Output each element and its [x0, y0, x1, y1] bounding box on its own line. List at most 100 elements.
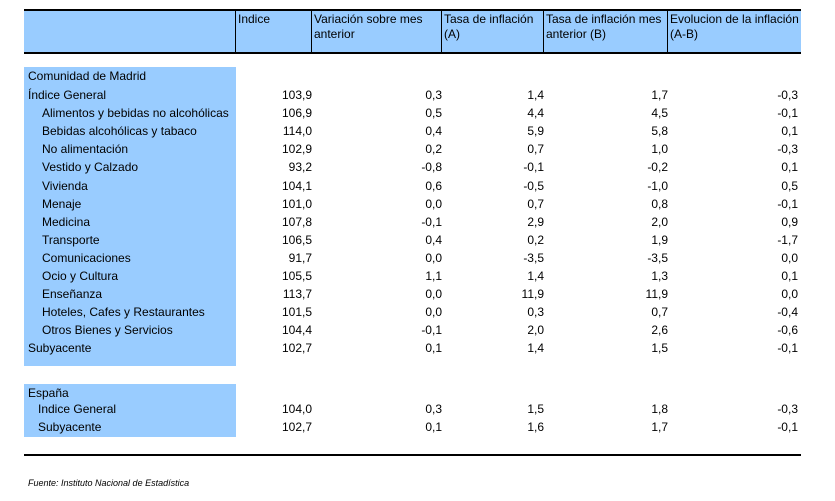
table-row: Medicina 107,8 -0,1 2,9 2,0 0,9	[0, 213, 835, 231]
cell-tasa: 1,4	[527, 341, 544, 356]
row-label: Comunicaciones	[42, 250, 131, 265]
cell-tasa: 1,6	[527, 420, 544, 435]
cell-tasa-anterior: 1,7	[651, 420, 668, 435]
cell-indice: 104,1	[281, 178, 312, 193]
cell-evolucion: 0,1	[781, 269, 798, 283]
cell-tasa: -0,5	[523, 178, 544, 193]
cell-indice: 106,9	[281, 106, 312, 121]
cell-variacion: 0,6	[425, 178, 442, 193]
cell-variacion: 0,1	[425, 420, 442, 435]
cell-evolucion: -0,1	[777, 420, 798, 435]
cell-tasa-anterior: -1,0	[647, 178, 668, 193]
table-row: Índice General 103,9 0,3 1,4 1,7 -0,3	[0, 86, 835, 104]
cell-tasa-anterior: 2,0	[651, 214, 668, 229]
cell-indice: 91,7	[288, 250, 312, 265]
cell-evolucion: -0,1	[777, 196, 798, 211]
cell-tasa: -0,1	[523, 160, 544, 175]
table-row: Alimentos y bebidas no alcohólicas 106,9 0…	[0, 104, 835, 122]
cell-variacion: 0,0	[425, 287, 442, 302]
cell-evolucion: -0,3	[777, 402, 798, 416]
header-tasa-mes-anterior: Tasa de inflación mes anterior (B)	[543, 11, 668, 52]
cell-tasa: 4,4	[527, 106, 544, 121]
cell-variacion: 0,2	[425, 142, 442, 157]
cell-indice: 104,4	[281, 323, 312, 338]
cell-variacion: 0,0	[425, 196, 442, 211]
cell-evolucion: 0,1	[781, 160, 798, 175]
cell-tasa-anterior: 0,8	[651, 196, 668, 211]
table-row: Vivienda 104,1 0,6 -0,5 -1,0 0,5	[0, 177, 835, 195]
cell-indice: 106,5	[281, 232, 312, 247]
row-label: Otros Bienes y Servicios	[42, 323, 173, 338]
cell-tasa-anterior: 11,9	[645, 287, 668, 302]
cell-variacion: 0,4	[425, 232, 442, 247]
cell-evolucion: -0,3	[777, 88, 798, 102]
cell-indice: 103,9	[281, 88, 312, 102]
cell-tasa: 1,4	[527, 88, 544, 102]
cell-variacion: 0,1	[425, 341, 442, 356]
cell-tasa-anterior: 1,8	[651, 402, 668, 416]
cell-variacion: 1,1	[425, 269, 442, 283]
cell-indice: 93,2	[288, 160, 312, 175]
cell-evolucion: -0,4	[777, 305, 798, 320]
header-variacion: Variación sobre mes anterior	[311, 11, 442, 52]
table-row: Indice General 104,0 0,3 1,5 1,8 -0,3	[0, 400, 835, 418]
cell-tasa: 0,7	[527, 196, 544, 211]
cell-tasa-anterior: 0,7	[651, 305, 668, 320]
cell-variacion: 0,3	[425, 402, 442, 416]
cell-tasa-anterior: 1,0	[651, 142, 668, 157]
table-row: Otros Bienes y Servicios 104,4 -0,1 2,0 2,6 -…	[0, 321, 835, 339]
row-label: Vivienda	[42, 178, 88, 193]
row-label: Medicina	[42, 214, 91, 229]
source-note: Fuente: Instituto Nacional de Estadístic…	[28, 478, 190, 488]
cell-tasa: 0,3	[527, 305, 544, 320]
cell-tasa: 5,9	[527, 124, 544, 139]
row-label: Subyacente	[38, 420, 102, 435]
cell-tasa-anterior: -0,2	[647, 160, 668, 175]
cell-evolucion: -0,1	[777, 341, 798, 356]
cell-indice: 104,0	[281, 402, 312, 416]
header-evolucion: Evolucion de la inflación (A-B)	[667, 11, 801, 52]
cell-evolucion: 0,0	[781, 287, 798, 302]
row-label: Hoteles, Cafes y Restaurantes	[42, 305, 205, 320]
cell-variacion: 0,5	[425, 106, 442, 121]
table-row: Subyacente 102,7 0,1 1,6 1,7 -0,1	[0, 418, 835, 436]
cell-tasa-anterior: 1,7	[651, 88, 668, 102]
madrid-title: Comunidad de Madrid	[28, 69, 147, 83]
row-label: Indice General	[38, 402, 117, 416]
cell-indice: 102,7	[281, 341, 312, 356]
cell-variacion: 0,0	[425, 250, 442, 265]
row-label: Transporte	[42, 232, 100, 247]
table-row: Hoteles, Cafes y Restaurantes 101,5 0,0 0,3…	[0, 303, 835, 321]
cell-variacion: 0,4	[425, 124, 442, 139]
cell-variacion: -0,1	[421, 214, 442, 229]
table-row: Menaje 101,0 0,0 0,7 0,8 -0,1	[0, 195, 835, 213]
row-label: Vestido y Calzado	[42, 160, 139, 175]
cell-tasa-anterior: 4,5	[651, 106, 668, 121]
section-title-madrid: Comunidad de Madrid	[0, 67, 835, 85]
cell-variacion: 0,3	[425, 88, 442, 102]
table-row: Ocio y Cultura 105,5 1,1 1,4 1,3 0,1	[0, 267, 835, 285]
cell-tasa-anterior: 1,5	[651, 341, 668, 356]
cell-tasa-anterior: 2,6	[651, 323, 668, 338]
cell-variacion: -0,8	[421, 160, 442, 175]
row-label: No alimentación	[42, 142, 129, 157]
cell-tasa-anterior: 1,3	[651, 269, 668, 283]
espana-title: España	[28, 386, 69, 400]
cell-tasa: 0,2	[527, 232, 544, 247]
cell-tasa-anterior: 1,9	[651, 232, 668, 247]
cell-evolucion: 0,1	[781, 124, 798, 139]
section-title-espana: España	[0, 384, 835, 402]
cell-indice: 113,7	[282, 287, 312, 302]
cell-tasa: 11,9	[521, 287, 544, 302]
cell-tasa: -3,5	[523, 250, 544, 265]
row-label: Bebidas alcohólicas y tabaco	[42, 124, 197, 139]
table-row: Comunicaciones 91,7 0,0 -3,5 -3,5 0,0	[0, 249, 835, 267]
cell-tasa-anterior: 5,8	[651, 124, 668, 139]
cell-variacion: -0,1	[421, 323, 442, 338]
cell-indice: 102,7	[281, 420, 312, 435]
cell-indice: 101,0	[281, 196, 312, 211]
cell-tasa: 0,7	[527, 142, 544, 157]
cell-tasa: 2,9	[527, 214, 544, 229]
header-tasa-inflacion: Tasa de inflación (A)	[441, 11, 544, 52]
cell-tasa: 2,0	[527, 323, 544, 338]
